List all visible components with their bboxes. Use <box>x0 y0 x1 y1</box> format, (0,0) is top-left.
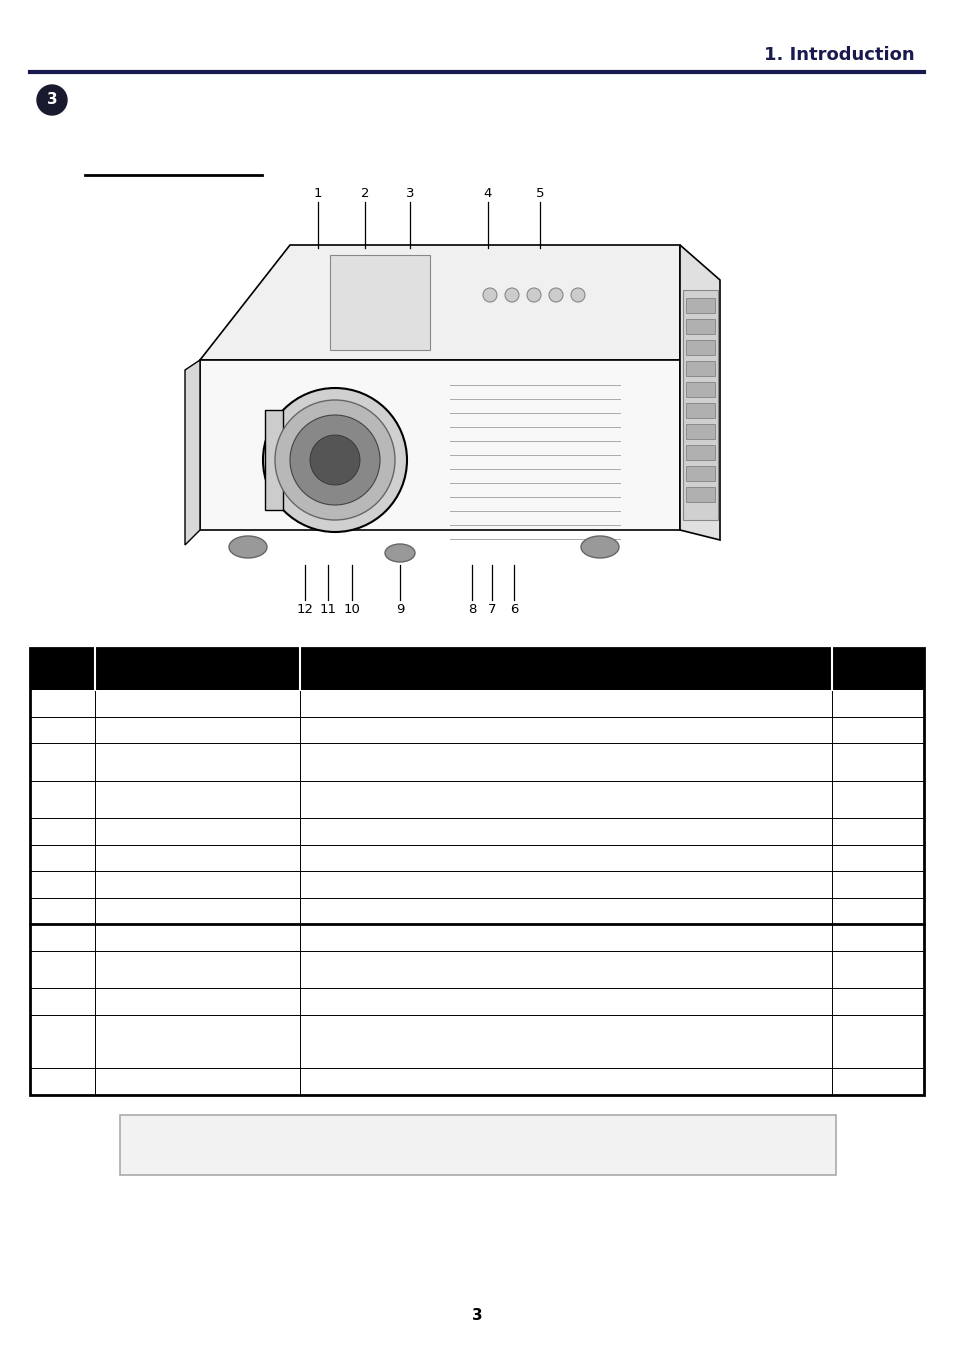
Bar <box>685 319 714 334</box>
Polygon shape <box>185 360 200 545</box>
Circle shape <box>290 415 379 506</box>
Bar <box>685 466 714 481</box>
Text: 3: 3 <box>47 93 57 108</box>
Polygon shape <box>679 245 720 541</box>
Bar <box>30 648 923 690</box>
Circle shape <box>571 288 584 302</box>
Bar <box>685 487 714 501</box>
Text: 1. Introduction: 1. Introduction <box>763 46 914 63</box>
Circle shape <box>310 435 359 485</box>
Text: 3: 3 <box>471 1308 482 1322</box>
Text: 2: 2 <box>360 187 369 200</box>
Bar <box>685 340 714 355</box>
Text: 10: 10 <box>343 603 360 616</box>
Bar <box>685 298 714 313</box>
Circle shape <box>37 85 67 115</box>
Circle shape <box>526 288 540 302</box>
Text: 7: 7 <box>487 603 496 616</box>
Bar <box>685 425 714 439</box>
Polygon shape <box>200 360 679 530</box>
Text: 9: 9 <box>395 603 404 616</box>
Circle shape <box>548 288 562 302</box>
Bar <box>30 648 923 1095</box>
Bar <box>685 445 714 460</box>
Bar <box>685 381 714 398</box>
Polygon shape <box>330 255 430 350</box>
Circle shape <box>263 388 407 532</box>
Bar <box>685 403 714 418</box>
Bar <box>682 290 718 520</box>
Ellipse shape <box>229 537 267 558</box>
Text: 6: 6 <box>509 603 517 616</box>
Text: 5: 5 <box>536 187 543 200</box>
Bar <box>120 1115 835 1175</box>
Text: 4: 4 <box>483 187 492 200</box>
Circle shape <box>504 288 518 302</box>
Bar <box>685 361 714 376</box>
Bar <box>265 410 283 510</box>
Ellipse shape <box>385 545 415 562</box>
Circle shape <box>482 288 497 302</box>
Text: 3: 3 <box>405 187 414 200</box>
Ellipse shape <box>580 537 618 558</box>
Text: 11: 11 <box>319 603 336 616</box>
Text: 1: 1 <box>314 187 322 200</box>
Text: 12: 12 <box>296 603 314 616</box>
Text: 8: 8 <box>467 603 476 616</box>
Polygon shape <box>200 245 679 360</box>
Circle shape <box>274 400 395 520</box>
